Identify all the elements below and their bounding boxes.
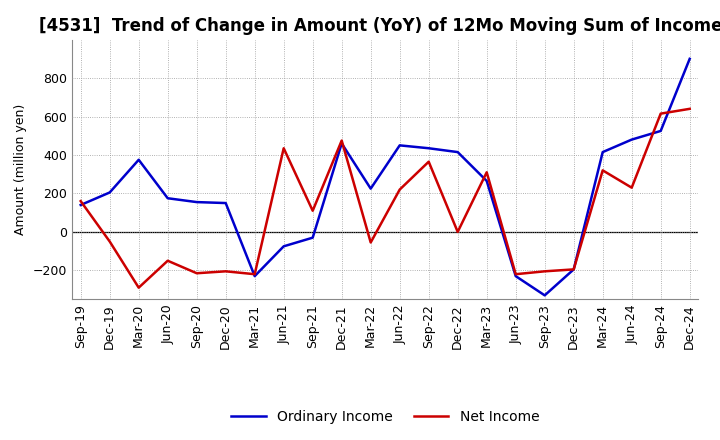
Net Income xyxy=(366,240,375,245)
Net Income xyxy=(627,185,636,191)
Net Income xyxy=(424,159,433,165)
Ordinary Income xyxy=(308,235,317,240)
Net Income xyxy=(279,146,288,151)
Net Income xyxy=(221,269,230,274)
Net Income xyxy=(598,168,607,173)
Ordinary Income xyxy=(685,56,694,62)
Net Income xyxy=(251,271,259,277)
Net Income xyxy=(308,208,317,213)
Ordinary Income xyxy=(279,244,288,249)
Ordinary Income xyxy=(192,199,201,205)
Net Income xyxy=(192,271,201,276)
Ordinary Income xyxy=(338,141,346,146)
Ordinary Income xyxy=(570,267,578,272)
Ordinary Income xyxy=(395,143,404,148)
Ordinary Income xyxy=(482,178,491,183)
Ordinary Income xyxy=(221,200,230,205)
Net Income xyxy=(395,187,404,192)
Legend: Ordinary Income, Net Income: Ordinary Income, Net Income xyxy=(225,405,545,430)
Net Income xyxy=(105,239,114,244)
Ordinary Income xyxy=(76,202,85,208)
Line: Ordinary Income: Ordinary Income xyxy=(81,59,690,295)
Title: [4531]  Trend of Change in Amount (YoY) of 12Mo Moving Sum of Incomes: [4531] Trend of Change in Amount (YoY) o… xyxy=(38,17,720,35)
Net Income xyxy=(482,170,491,175)
Ordinary Income xyxy=(135,157,143,162)
Net Income xyxy=(541,269,549,274)
Line: Net Income: Net Income xyxy=(81,109,690,288)
Ordinary Income xyxy=(541,293,549,298)
Net Income xyxy=(570,267,578,272)
Ordinary Income xyxy=(511,274,520,279)
Net Income xyxy=(163,258,172,264)
Net Income xyxy=(135,285,143,290)
Ordinary Income xyxy=(105,190,114,195)
Ordinary Income xyxy=(657,128,665,134)
Ordinary Income xyxy=(251,274,259,279)
Ordinary Income xyxy=(424,146,433,151)
Net Income xyxy=(685,106,694,111)
Net Income xyxy=(338,138,346,143)
Net Income xyxy=(454,229,462,235)
Net Income xyxy=(657,111,665,116)
Ordinary Income xyxy=(627,137,636,142)
Ordinary Income xyxy=(598,150,607,155)
Ordinary Income xyxy=(163,196,172,201)
Net Income xyxy=(511,271,520,277)
Ordinary Income xyxy=(454,150,462,155)
Ordinary Income xyxy=(366,186,375,191)
Y-axis label: Amount (million yen): Amount (million yen) xyxy=(14,104,27,235)
Net Income xyxy=(76,198,85,204)
